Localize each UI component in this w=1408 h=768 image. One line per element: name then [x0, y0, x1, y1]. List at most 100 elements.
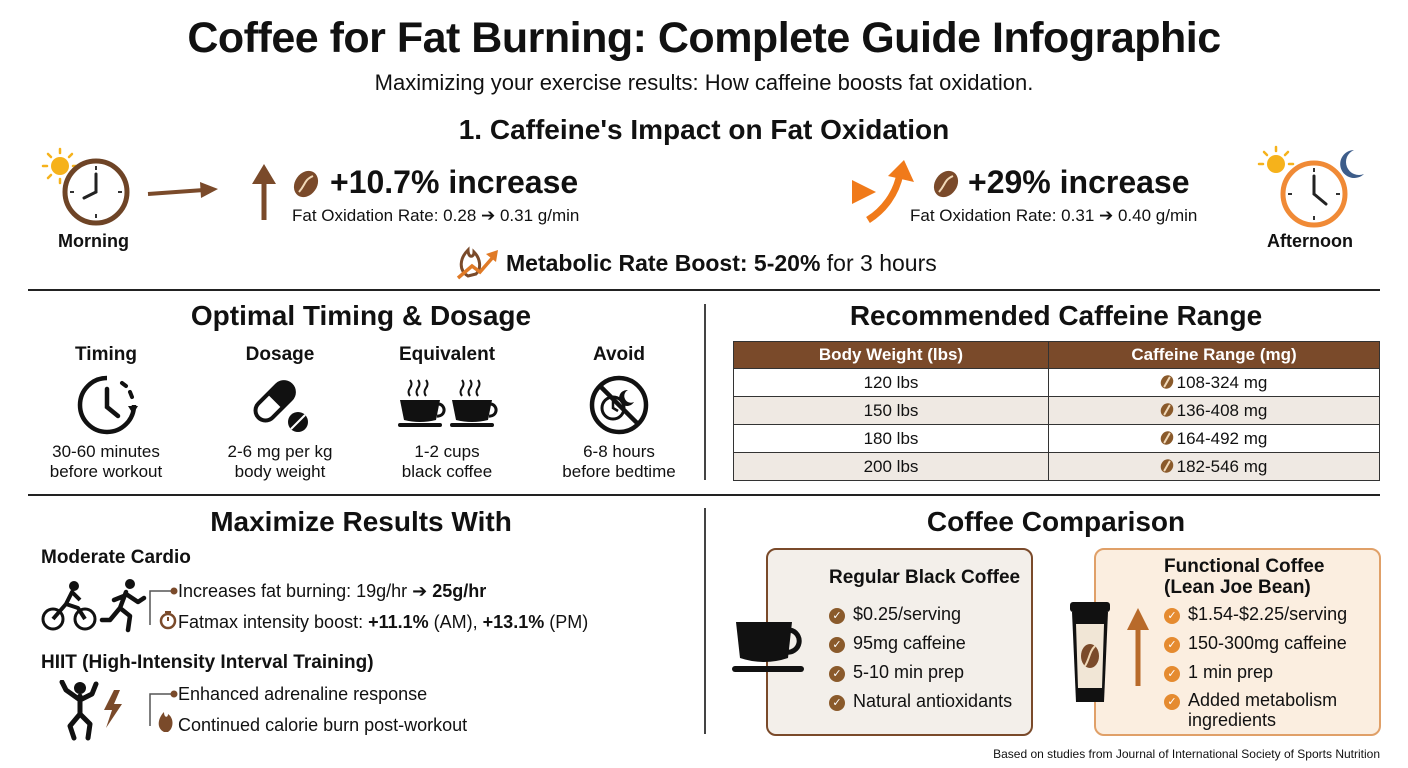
- morning-clock-icon: [41, 147, 130, 226]
- caffeine-value: 182-546 mg: [1176, 456, 1268, 476]
- check-icon: ✓: [1164, 666, 1180, 682]
- timing-section-title: Optimal Timing & Dosage: [190, 300, 532, 331]
- check-icon: ✓: [829, 608, 845, 624]
- metabolic-boost: Metabolic Rate Boost: 5-20% for 3 hours: [506, 250, 937, 277]
- coffee-bean-icon: [1157, 428, 1176, 447]
- table-row: 150 lbs 136-408 mg: [733, 396, 1380, 425]
- regular-item-text: 95mg caffeine: [853, 633, 966, 653]
- equivalent-line1: 1-2 cups: [414, 442, 480, 461]
- weight-cell: 150 lbs: [733, 396, 1049, 425]
- caffeine-value: 108-324 mg: [1176, 372, 1268, 392]
- hiit-jumping-icon: [59, 680, 122, 741]
- functional-coffee-title-line2: (Lean Joe Bean): [1164, 577, 1311, 598]
- check-icon: ✓: [829, 637, 845, 653]
- table-row: 180 lbs 164-492 mg: [733, 424, 1380, 453]
- no-night-icon: [589, 375, 649, 435]
- timing-line1: 30-60 minutes: [52, 442, 160, 461]
- afternoon-trend-arrow-icon: [614, 160, 914, 223]
- morning-trend-arrow-icon: [147, 164, 276, 220]
- functional-item-text: 150-300mg caffeine: [1188, 633, 1347, 653]
- divider-middle: [28, 494, 1380, 496]
- avoid-line2: before bedtime: [562, 462, 676, 481]
- caffeine-value: 136-408 mg: [1176, 400, 1268, 420]
- timing-head: Timing: [75, 344, 137, 365]
- cyclist-runner-icon: [41, 579, 147, 633]
- check-icon: ✓: [1164, 637, 1180, 653]
- functional-item-text: 1 min prep: [1188, 662, 1274, 682]
- avoid-line1: 6-8 hours: [583, 442, 655, 461]
- cardio-benefit-fat-burning: Increases fat burning: 19g/hr ➔ 25g/hr: [178, 581, 486, 602]
- table-row: 200 lbs 182-546 mg: [733, 452, 1380, 481]
- regular-coffee-item: ✓ Natural antioxidants: [829, 691, 1012, 712]
- bracket-connector-icon: [149, 587, 178, 630]
- caffeine-value: 164-492 mg: [1176, 428, 1268, 448]
- check-icon: ✓: [829, 666, 845, 682]
- equivalent-line2: black coffee: [401, 462, 493, 481]
- cardio-line2-am: (AM),: [428, 612, 483, 632]
- functional-coffee-item: ✓ $1.54-$2.25/serving: [1164, 604, 1347, 625]
- vertical-divider-bottom: [704, 508, 706, 734]
- regular-coffee-item: ✓ 95mg caffeine: [829, 633, 966, 654]
- pill-icon: [253, 380, 308, 432]
- weight-cell: 180 lbs: [733, 424, 1049, 453]
- afternoon-stat: +29% increase: [968, 164, 1190, 200]
- divider-top: [28, 289, 1380, 291]
- hiit-heading: HIIT (High-Intensity Interval Training): [41, 652, 374, 673]
- timing-line2: before workout: [49, 462, 163, 481]
- maximize-section-title: Maximize Results With: [210, 506, 512, 537]
- column-header-weight: Body Weight (lbs): [733, 341, 1049, 369]
- coffee-bean-icon: [1157, 456, 1176, 475]
- regular-item-text: $0.25/serving: [853, 604, 962, 624]
- equivalent-head: Equivalent: [398, 344, 496, 365]
- morning-label: Morning: [58, 231, 129, 251]
- table-header-row: Body Weight (lbs) Caffeine Range (mg): [733, 341, 1380, 369]
- cardio-line1-text: Increases fat burning: 19g/hr ➔: [178, 581, 433, 601]
- cardio-line2-am-value: +11.1%: [368, 612, 429, 632]
- table-row: 120 lbs 108-324 mg: [733, 368, 1380, 397]
- flame-trend-icon: [456, 246, 498, 280]
- regular-item-text: Natural antioxidants: [853, 691, 1013, 711]
- functional-coffee-item: ✓ 1 min prep: [1164, 662, 1273, 683]
- caffeine-range-table: Body Weight (lbs) Caffeine Range (mg) 12…: [733, 341, 1380, 481]
- check-icon: ✓: [829, 695, 845, 711]
- comparison-section-title: Coffee Comparison: [926, 506, 1186, 537]
- coffee-cup-icon: [732, 622, 804, 672]
- coffee-bean-icon-2: [933, 170, 959, 198]
- bracket-connector-icon-2: [149, 690, 178, 732]
- clock-icon: [77, 375, 138, 435]
- weight-cell: 200 lbs: [733, 452, 1049, 481]
- column-header-caffeine: Caffeine Range (mg): [1048, 341, 1380, 369]
- cardio-heading: Moderate Cardio: [41, 547, 191, 568]
- page-subtitle: Maximizing your exercise results: How ca…: [374, 70, 1034, 95]
- avoid-head: Avoid: [592, 344, 646, 365]
- regular-coffee-title: Regular Black Coffee: [829, 567, 1021, 588]
- caffeine-cell: 182-546 mg: [1048, 452, 1380, 481]
- footnote: Based on studies from Journal of Interna…: [993, 747, 1380, 761]
- caffeine-cell: 164-492 mg: [1048, 424, 1380, 453]
- caffeine-cell: 136-408 mg: [1048, 396, 1380, 425]
- functional-coffee-item: ✓ 150-300mg caffeine: [1164, 633, 1347, 654]
- coffee-bean-icon: [1157, 372, 1176, 391]
- afternoon-label: Afternoon: [1267, 231, 1353, 251]
- coffee-cups-icon: [398, 379, 498, 427]
- metabolic-boost-label: Metabolic Rate Boost: 5-20%: [506, 250, 821, 276]
- functional-coffee-title-line1: Functional Coffee: [1164, 556, 1325, 577]
- cardio-line1-value: 25g/hr: [432, 581, 487, 601]
- functional-item-text: $1.54-$2.25/serving: [1188, 604, 1348, 624]
- functional-coffee-item-continued: ingredients: [1188, 710, 1277, 730]
- hiit-benefit-adrenaline: Enhanced adrenaline response: [178, 684, 428, 704]
- regular-coffee-card: [766, 548, 1033, 736]
- check-icon: ✓: [1164, 608, 1180, 624]
- weight-cell: 120 lbs: [733, 368, 1049, 397]
- hiit-benefit-calorie-burn: Continued calorie burn post-workout: [178, 715, 468, 735]
- regular-item-text: 5-10 min prep: [853, 662, 965, 682]
- functional-item-text: Added metabolism: [1188, 690, 1338, 710]
- vertical-divider-top: [704, 304, 706, 480]
- coffee-bean-icon: [293, 170, 319, 198]
- afternoon-clock-icon: [1257, 145, 1364, 228]
- check-icon: ✓: [1164, 694, 1180, 710]
- range-section-title: Recommended Caffeine Range: [849, 300, 1263, 331]
- impact-section-title: 1. Caffeine's Impact on Fat Oxidation: [458, 114, 950, 145]
- coffee-bean-icon: [1157, 400, 1176, 419]
- regular-coffee-item: ✓ 5-10 min prep: [829, 662, 964, 683]
